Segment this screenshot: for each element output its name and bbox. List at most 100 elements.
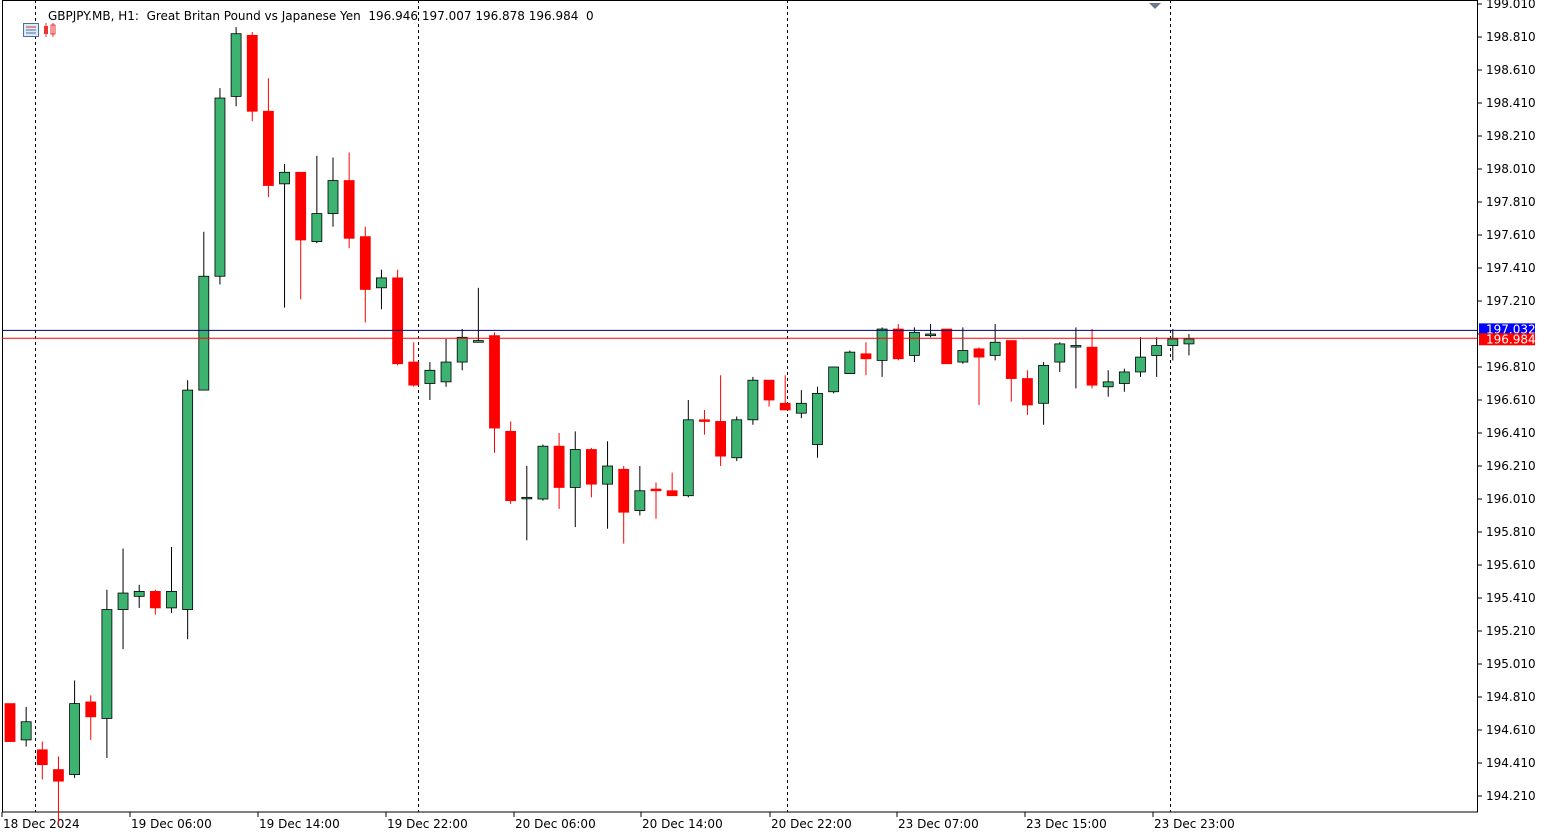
candle-body bbox=[699, 419, 710, 422]
open-value: 196.946 bbox=[368, 9, 419, 23]
candle-body bbox=[844, 351, 856, 374]
y-tick-label: 198.010 bbox=[1486, 162, 1536, 176]
y-tick-label: 195.610 bbox=[1486, 558, 1536, 572]
candle-body bbox=[262, 110, 274, 186]
candle-body bbox=[537, 445, 549, 500]
candle-body bbox=[214, 97, 226, 277]
high-value: 197.007 bbox=[421, 9, 472, 23]
candle-body bbox=[876, 328, 888, 361]
candle-body bbox=[634, 490, 646, 511]
candle-body bbox=[747, 379, 759, 421]
candle-body bbox=[1054, 343, 1066, 363]
candle-body bbox=[941, 328, 953, 365]
candle-body bbox=[20, 721, 32, 741]
x-tick-label: 23 Dec 07:00 bbox=[898, 817, 979, 831]
low-value: 196.878 bbox=[475, 9, 525, 23]
x-tick-label: 23 Dec 15:00 bbox=[1026, 817, 1107, 831]
candle-body bbox=[618, 468, 630, 513]
candle-body bbox=[489, 335, 500, 429]
y-tick-label: 198.810 bbox=[1486, 30, 1536, 44]
y-tick-label: 196.410 bbox=[1486, 426, 1536, 440]
x-tick-label: 18 Dec 2024 bbox=[3, 817, 80, 831]
y-tick-label: 196.010 bbox=[1486, 492, 1536, 506]
candle-body bbox=[408, 361, 420, 386]
candle-body bbox=[1086, 346, 1098, 386]
candle-body bbox=[650, 488, 662, 492]
candle-body bbox=[505, 430, 517, 502]
candle-body bbox=[521, 496, 533, 500]
volume-value: 0 bbox=[586, 9, 594, 23]
x-tick-label: 20 Dec 06:00 bbox=[515, 817, 596, 831]
candle-body bbox=[117, 592, 129, 610]
y-tick-label: 198.210 bbox=[1486, 129, 1536, 143]
candle-body bbox=[1183, 338, 1195, 345]
y-tick-label: 197.610 bbox=[1486, 228, 1536, 242]
chart-shift-marker-icon[interactable] bbox=[1149, 3, 1161, 9]
candle-body bbox=[456, 336, 468, 363]
candle-body bbox=[279, 171, 290, 185]
candle-body bbox=[989, 341, 1001, 356]
bid-price-label: 196.984 bbox=[1486, 332, 1536, 346]
y-tick-label: 196.610 bbox=[1486, 393, 1536, 407]
candle-body bbox=[392, 277, 404, 365]
y-tick-label: 195.410 bbox=[1486, 591, 1536, 605]
y-tick-label: 194.410 bbox=[1486, 756, 1536, 770]
candle-body bbox=[36, 749, 48, 766]
candlestick-chart-icon[interactable] bbox=[28, 9, 56, 37]
y-tick-label: 195.210 bbox=[1486, 624, 1536, 638]
candle-body bbox=[569, 449, 581, 488]
candle-body bbox=[133, 591, 145, 597]
y-tick-label: 198.610 bbox=[1486, 63, 1536, 77]
candle-body bbox=[860, 353, 872, 360]
y-tick-label: 197.810 bbox=[1486, 195, 1536, 209]
y-tick-label: 194.210 bbox=[1486, 789, 1536, 803]
candle-body bbox=[1022, 378, 1033, 406]
candle-body bbox=[440, 361, 452, 383]
candle-body bbox=[1102, 381, 1114, 388]
candle-body bbox=[69, 703, 80, 775]
y-tick-label: 196.210 bbox=[1486, 459, 1536, 473]
y-tick-label: 199.010 bbox=[1486, 0, 1536, 11]
x-tick-label: 20 Dec 22:00 bbox=[771, 817, 852, 831]
x-tick-label: 20 Dec 14:00 bbox=[642, 817, 723, 831]
x-tick-label: 19 Dec 14:00 bbox=[259, 817, 340, 831]
candle-body bbox=[1118, 371, 1130, 384]
candle-body bbox=[812, 392, 823, 445]
chart-header: GBPJPY.MB, H1: Great Britan Pound vs Jap… bbox=[8, 7, 594, 37]
timeframe-label: H1: bbox=[118, 9, 139, 23]
candle-body bbox=[149, 591, 161, 609]
candle-body bbox=[182, 389, 194, 610]
candle-body bbox=[602, 465, 613, 485]
y-tick-label: 194.610 bbox=[1486, 723, 1536, 737]
chart-window-icon[interactable] bbox=[8, 9, 40, 37]
candle-body bbox=[198, 275, 210, 391]
candle-body bbox=[343, 180, 355, 239]
ask-price-tag bbox=[1479, 323, 1535, 336]
candle-body bbox=[4, 703, 16, 742]
candle-body bbox=[246, 34, 258, 112]
candle-body bbox=[909, 331, 920, 356]
y-tick-label: 197.210 bbox=[1486, 294, 1536, 308]
y-tick-label: 195.010 bbox=[1486, 657, 1536, 671]
candle-body bbox=[957, 350, 969, 363]
candle-body bbox=[763, 379, 775, 401]
candle-body bbox=[311, 213, 323, 243]
x-tick-label: 19 Dec 06:00 bbox=[131, 817, 212, 831]
candle-body bbox=[1151, 345, 1163, 356]
candle-body bbox=[1070, 345, 1082, 348]
y-tick-label: 195.810 bbox=[1486, 525, 1536, 539]
candle-body bbox=[327, 180, 339, 214]
candle-body bbox=[166, 591, 177, 609]
candle-body bbox=[359, 236, 371, 290]
candle-body bbox=[101, 609, 113, 719]
candle-body bbox=[376, 277, 387, 289]
candle-body bbox=[1135, 356, 1146, 373]
candle-body bbox=[779, 402, 791, 411]
x-tick-label: 23 Dec 23:00 bbox=[1154, 817, 1235, 831]
candle-body bbox=[973, 348, 985, 358]
candle-body bbox=[1038, 364, 1049, 404]
candle-body bbox=[53, 769, 64, 782]
candle-body bbox=[828, 366, 840, 393]
candle-body bbox=[553, 445, 565, 488]
